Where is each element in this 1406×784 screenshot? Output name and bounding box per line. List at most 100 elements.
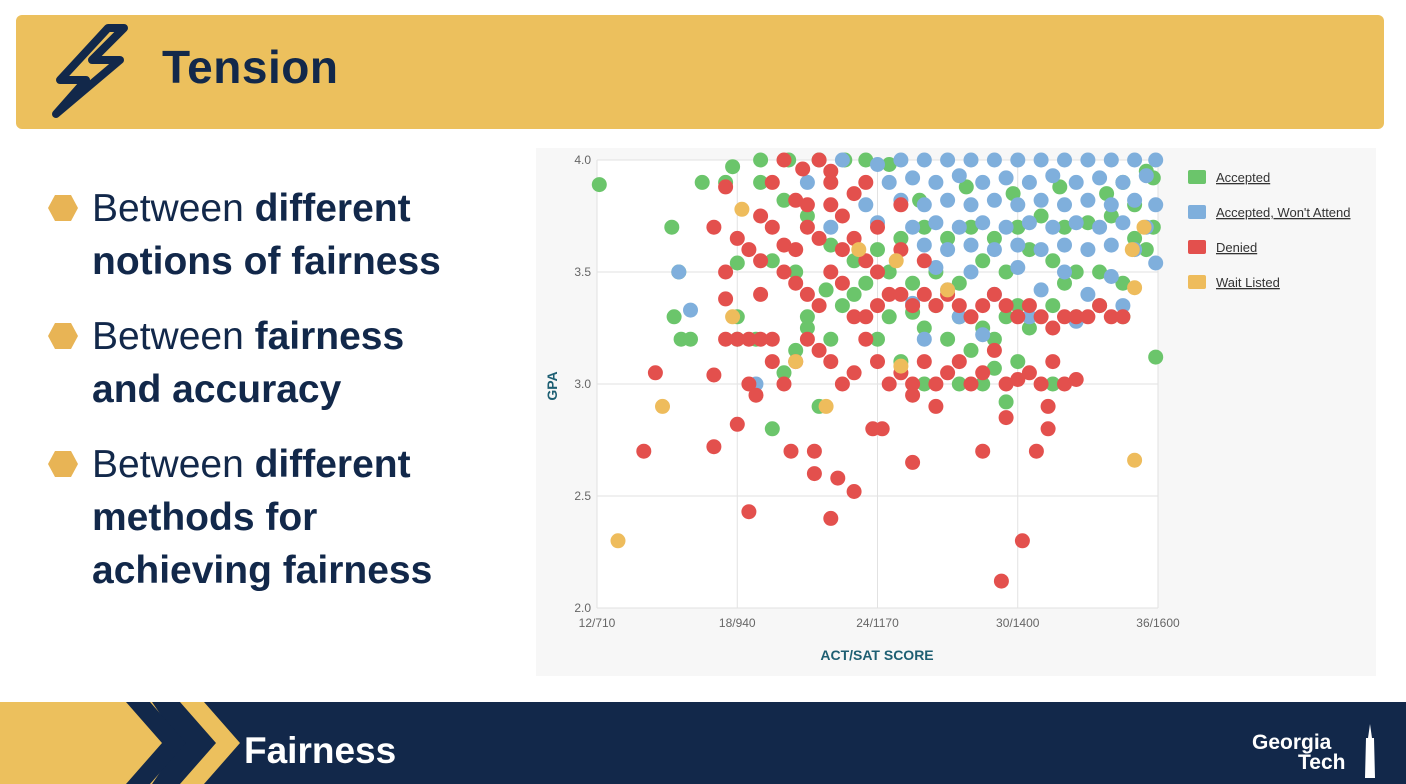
data-point [905, 376, 921, 392]
data-point [1057, 219, 1072, 235]
hexagon-bullet-icon [48, 323, 78, 349]
data-point [963, 376, 979, 392]
data-point [1103, 208, 1119, 224]
scatter-plot: 4.0 3.5 3.0 2.5 2.012/710 18/940 24/1170 30/140… [544, 152, 1351, 663]
x-tick-label: 30/1400 [996, 616, 1040, 630]
data-point [951, 168, 967, 184]
data-point [905, 170, 921, 186]
data-point [1033, 192, 1049, 208]
data-point [1115, 298, 1131, 314]
data-point [916, 331, 932, 347]
data-point [1021, 365, 1037, 381]
data-point [788, 342, 804, 358]
data-point [905, 275, 921, 291]
x-tick-label: 24/1170 [856, 616, 899, 630]
data-point [764, 174, 780, 190]
data-point [870, 331, 885, 347]
data-point [799, 309, 815, 325]
data-point [870, 264, 885, 280]
data-point [963, 197, 979, 213]
x-tick-label: 18/940 [719, 616, 756, 630]
data-point [718, 264, 734, 280]
data-point [729, 416, 745, 432]
data-point [788, 242, 804, 258]
data-point [870, 298, 885, 314]
data-point [1033, 152, 1049, 168]
data-point [1080, 152, 1096, 168]
bullet-text: Between fairness and accuracy [92, 315, 405, 411]
data-point [1021, 215, 1037, 231]
data-point [1103, 269, 1119, 284]
data-point [881, 286, 897, 302]
data-point [1092, 219, 1108, 235]
data-point [928, 174, 944, 190]
data-point [986, 152, 1002, 168]
data-point [694, 174, 710, 190]
legend-swatch [1188, 170, 1206, 184]
data-point [874, 421, 890, 437]
data-point [788, 264, 804, 280]
tech-tower-icon [1365, 724, 1375, 778]
data-point [1057, 275, 1072, 291]
legend-label[interactable]: Wait Listed [1216, 275, 1280, 290]
data-point [1010, 219, 1026, 235]
data-point [888, 253, 904, 269]
data-point [951, 275, 967, 291]
legend-swatch [1188, 240, 1206, 254]
legend-swatch [1188, 275, 1206, 289]
data-point [975, 376, 991, 392]
data-point [963, 219, 979, 235]
data-point [748, 387, 764, 403]
legend-label[interactable]: Accepted, Won't Attend [1216, 205, 1351, 220]
data-point [1127, 280, 1143, 296]
data-point [940, 282, 956, 298]
data-point [776, 365, 792, 381]
data-point [846, 365, 862, 381]
data-point [963, 264, 979, 280]
data-point [1057, 264, 1072, 280]
data-point [1045, 253, 1061, 269]
data-point [905, 219, 921, 235]
data-point [636, 443, 652, 459]
data-point [823, 264, 839, 280]
data-point [811, 152, 827, 168]
data-point [834, 152, 850, 168]
data-point [734, 201, 750, 217]
data-point [893, 286, 909, 302]
data-point [818, 282, 834, 298]
data-point [1115, 309, 1131, 325]
data-point [905, 298, 921, 314]
data-point [963, 237, 979, 253]
data-point [858, 174, 874, 190]
data-point [753, 174, 769, 190]
data-point [776, 192, 792, 208]
data-point [788, 192, 804, 208]
data-point [870, 354, 885, 370]
data-point [834, 275, 850, 291]
data-point [1148, 349, 1164, 365]
y-axis-label: GPA [544, 371, 560, 400]
bullet-item: Between fairness and accuracy [48, 310, 508, 416]
data-point [823, 354, 839, 370]
title-banner [16, 15, 1384, 129]
data-point [986, 360, 1002, 376]
data-point [851, 242, 867, 258]
data-point [1115, 174, 1131, 190]
data-point [1021, 174, 1037, 190]
data-point [1052, 179, 1068, 195]
data-point [1080, 309, 1096, 325]
data-point [846, 186, 862, 202]
data-point [764, 421, 780, 437]
data-point [846, 309, 862, 325]
data-point [729, 255, 745, 271]
data-point [1010, 237, 1026, 253]
slide-title: Tension [162, 41, 339, 93]
data-point [753, 286, 769, 302]
data-point [753, 331, 769, 347]
data-point [753, 152, 769, 168]
data-point [1028, 443, 1044, 459]
legend-label[interactable]: Accepted [1216, 170, 1270, 185]
data-point [764, 354, 780, 370]
data-point [916, 286, 932, 302]
legend-label[interactable]: Denied [1216, 240, 1257, 255]
